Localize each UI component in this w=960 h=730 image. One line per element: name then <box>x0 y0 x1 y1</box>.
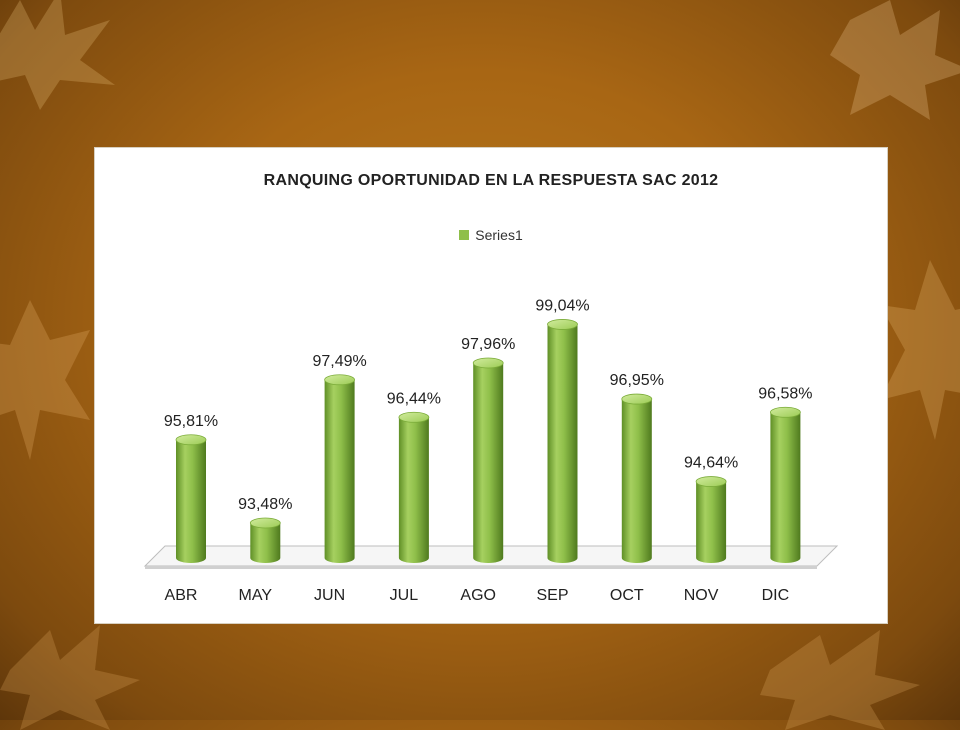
x-tick-jun: JUN <box>314 587 345 604</box>
bar-cap <box>324 374 356 386</box>
x-tick-oct: OCT <box>610 587 644 604</box>
bar-body <box>398 417 429 563</box>
bar-body <box>250 523 281 563</box>
bar-jun <box>324 374 356 563</box>
bar-cap <box>621 393 653 405</box>
bar-body <box>473 363 504 563</box>
bar-body <box>324 379 355 563</box>
data-label-dic: 96,58% <box>758 385 812 402</box>
bar-abr <box>175 434 207 563</box>
bar-cap <box>547 319 578 330</box>
data-labels: 95,81% 93,48% 97,49% 96,44% 97,96% 99,04% 96,9… <box>164 297 813 513</box>
data-label-jul: 96,44% <box>387 390 441 407</box>
bar-oct <box>621 393 653 563</box>
data-label-ago: 97,96% <box>461 336 515 353</box>
bar-body <box>547 324 578 563</box>
floor-edge <box>145 566 817 569</box>
data-label-may: 93,48% <box>238 496 292 513</box>
legend-label: Series1 <box>475 227 523 243</box>
bar-body <box>696 481 727 563</box>
leaf-decoration-left <box>0 300 90 460</box>
bar-body <box>770 412 801 563</box>
bar-body <box>621 399 652 563</box>
bar-ago <box>472 357 504 563</box>
chart-frame: RANQUING OPORTUNIDAD EN LA RESPUESTA SAC… <box>94 147 888 624</box>
legend: Series1 <box>95 227 887 243</box>
leaf-decoration-bottom-right <box>760 630 920 730</box>
bar-nov <box>695 476 727 563</box>
x-tick-ago: AGO <box>460 587 496 604</box>
bar-cap <box>175 434 207 446</box>
bar-sep <box>547 319 578 563</box>
bar-dic <box>770 406 801 563</box>
plot-area: 95,81% 93,48% 97,49% 96,44% 97,96% 99,04% 96,9… <box>143 297 839 604</box>
bar-cap <box>472 357 504 369</box>
bar-body <box>176 439 206 563</box>
leaf-decoration-right <box>880 260 960 440</box>
data-label-oct: 96,95% <box>610 372 664 389</box>
x-tick-sep: SEP <box>536 587 568 604</box>
bar-jul <box>398 411 430 563</box>
data-label-nov: 94,64% <box>684 455 738 472</box>
leaf-decoration-top-left <box>0 0 120 110</box>
chart-title: RANQUING OPORTUNIDAD EN LA RESPUESTA SAC… <box>263 172 719 189</box>
leaf-decoration-bottom-left <box>0 620 140 730</box>
data-label-sep: 99,04% <box>535 297 589 314</box>
bar-may <box>249 517 281 563</box>
x-tick-may: MAY <box>239 587 273 604</box>
bar-cap <box>398 411 430 423</box>
data-label-abr: 95,81% <box>164 413 218 430</box>
bar-cap <box>695 476 727 487</box>
x-tick-dic: DIC <box>762 587 790 604</box>
bars <box>175 319 801 563</box>
x-tick-abr: ABR <box>165 587 198 604</box>
bar-cap <box>770 406 801 418</box>
x-tick-jul: JUL <box>390 587 419 604</box>
legend-swatch <box>459 230 470 241</box>
x-axis-ticks: ABR MAY JUN JUL AGO SEP OCT NOV DIC <box>165 587 790 604</box>
data-label-jun: 97,49% <box>312 353 366 370</box>
x-tick-nov: NOV <box>684 587 719 604</box>
bar-cap <box>249 517 281 529</box>
leaf-decoration-top-right <box>830 0 960 120</box>
